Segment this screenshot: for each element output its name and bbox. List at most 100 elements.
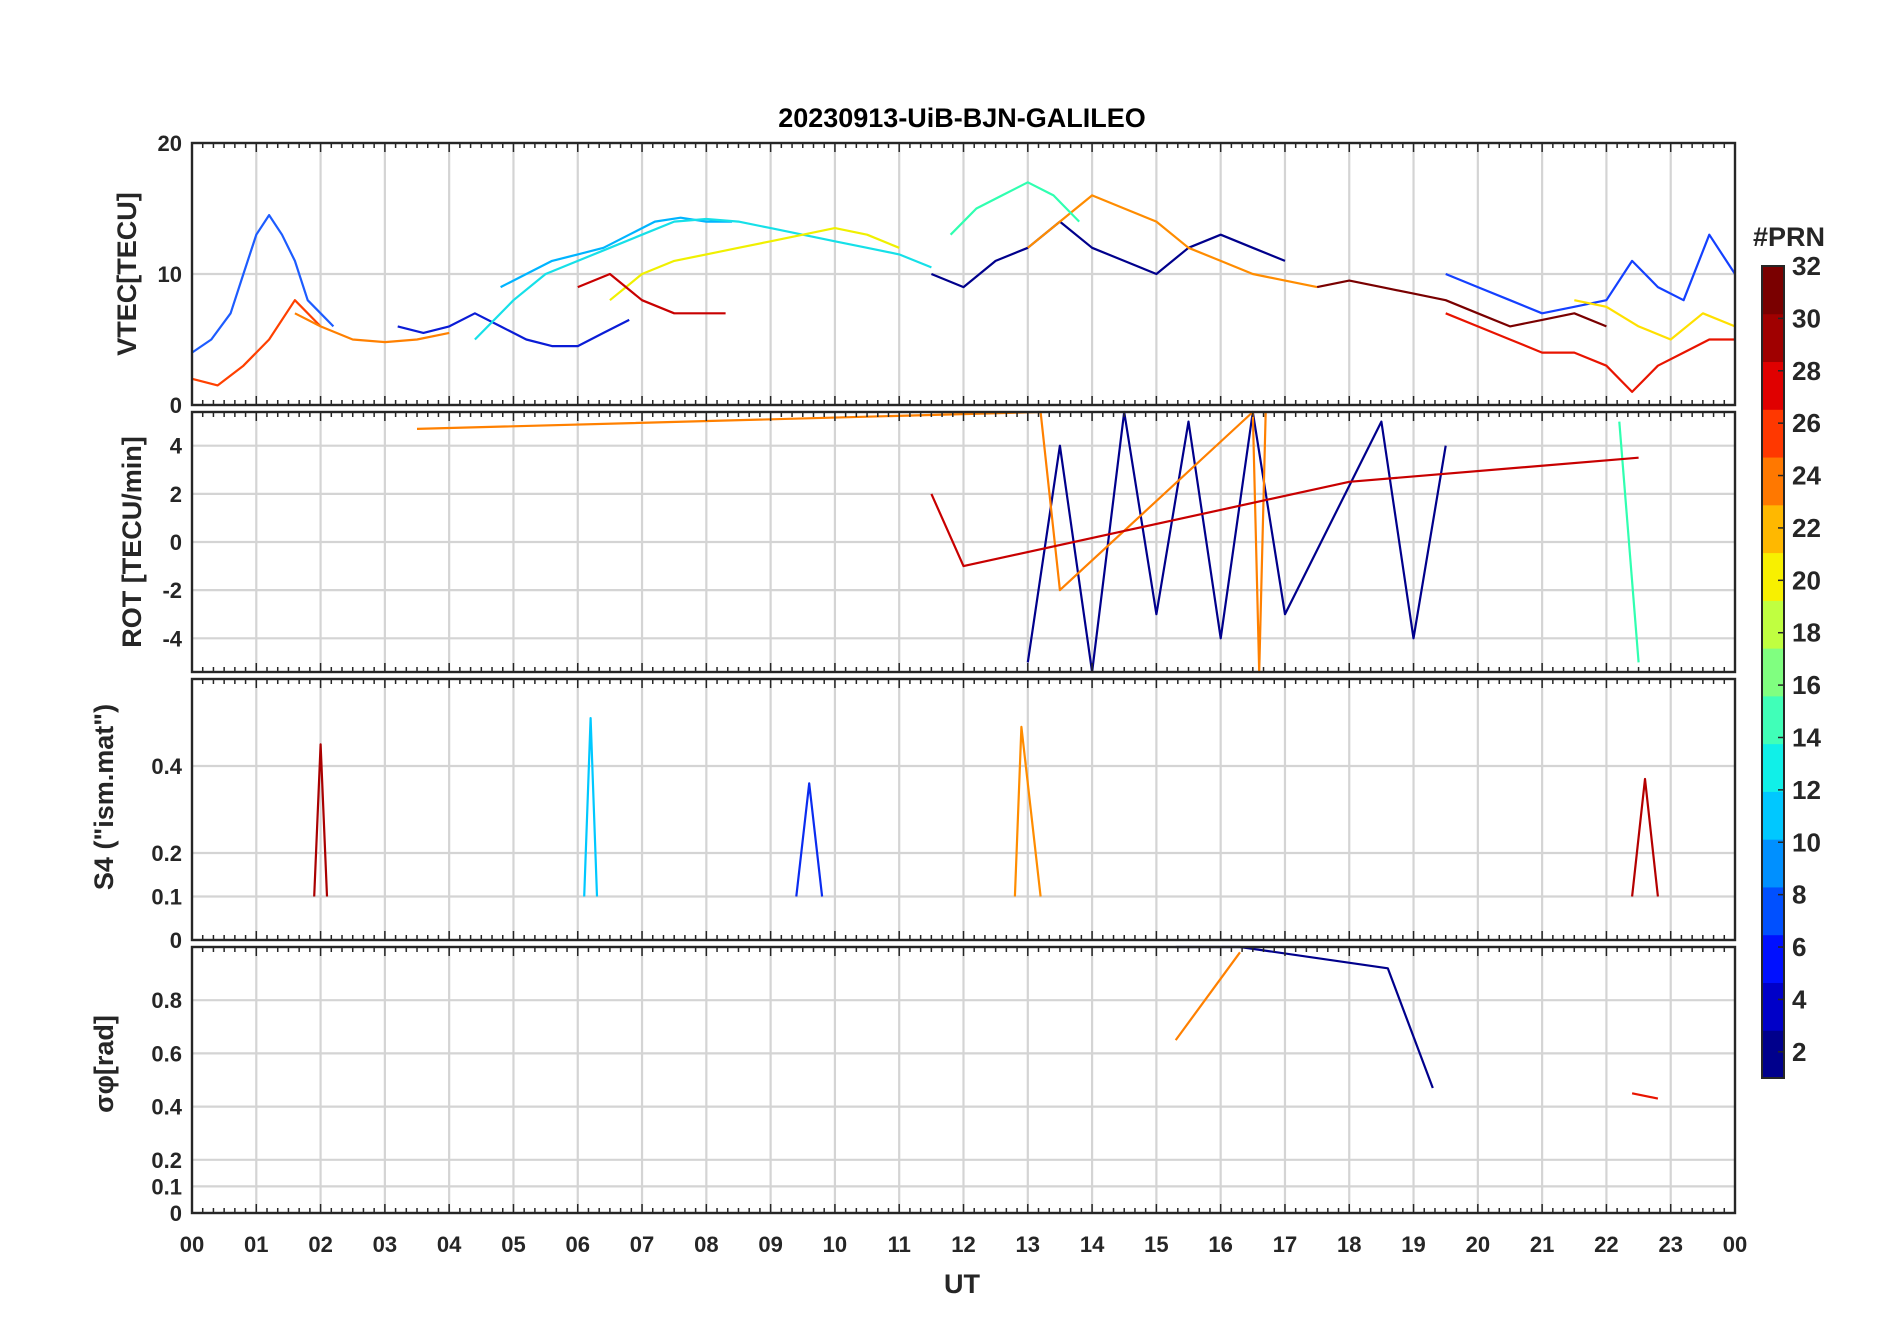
x-tick-label: 11 <box>888 1232 911 1257</box>
colorbar-tick-label: 28 <box>1792 356 1821 386</box>
colorbar-tick-label: 18 <box>1792 618 1821 648</box>
colorbar-segment <box>1762 743 1784 792</box>
x-tick-label: 12 <box>951 1232 975 1257</box>
rot-series-prn-24 <box>416 410 1267 674</box>
sigma_phi-ytick-label: 0.8 <box>151 988 182 1013</box>
rot-series-prn-2 <box>1026 410 1447 674</box>
x-tick-label: 14 <box>1080 1232 1105 1257</box>
x-tick-label: 17 <box>1273 1232 1297 1257</box>
s4-series-prn-11 <box>583 716 599 897</box>
chart-title: 20230913-UiB-BJN-GALILEO <box>778 103 1146 133</box>
s4-series-prn-23 <box>1013 725 1042 897</box>
rot-ytick-label: 2 <box>170 482 182 507</box>
colorbar-segment <box>1762 409 1784 458</box>
vtec-panel: 0 10 20 <box>158 131 1737 418</box>
colorbar-tick-label: 20 <box>1792 565 1821 595</box>
sigma-phi-ylabel: σφ[rad] <box>89 1015 119 1113</box>
x-tick-label: 05 <box>501 1232 525 1257</box>
x-tick-label: 01 <box>244 1232 268 1257</box>
x-axis-label: UT <box>944 1269 980 1299</box>
colorbar-segment <box>1762 648 1784 697</box>
colorbar-segment <box>1762 313 1784 363</box>
x-tick-label: 04 <box>437 1232 462 1257</box>
vtec-series-prn-19 <box>1574 299 1736 341</box>
sigma_phi-frame <box>190 945 1737 1215</box>
vtec-frame <box>190 141 1737 407</box>
x-tick-label: 00 <box>1723 1232 1747 1257</box>
x-tick-label: 08 <box>694 1232 718 1257</box>
sigma_phi-series-prn-24 <box>1174 951 1241 1041</box>
sigma_phi-series-prn-27 <box>1631 1092 1659 1100</box>
x-tick-label: 15 <box>1144 1232 1168 1257</box>
x-tick-label: 13 <box>1016 1232 1040 1257</box>
colorbar-segment <box>1762 791 1784 840</box>
x-tick-label: 19 <box>1401 1232 1425 1257</box>
sigma_phi-ytick-label: 0.4 <box>151 1095 182 1120</box>
colorbar-segment <box>1762 982 1784 1031</box>
s4-series-prn-4 <box>795 782 824 897</box>
rot-series-prn-29 <box>930 456 1639 568</box>
x-tick-label: 21 <box>1530 1232 1554 1257</box>
s4-ytick-label: 0.2 <box>151 841 182 866</box>
rot-series-prn-14 <box>1618 421 1640 663</box>
colorbar-segment <box>1762 552 1784 601</box>
s4-ytick-label: 0.1 <box>151 885 182 910</box>
s4-frame <box>190 677 1737 942</box>
vtec-series-prn-32 <box>1316 279 1607 328</box>
x-tick-label: 06 <box>566 1232 590 1257</box>
colorbar-segment <box>1762 504 1784 554</box>
vtec-series-prn-20 <box>609 227 900 302</box>
sigma_phi-ytick-label: 0.6 <box>151 1041 182 1066</box>
colorbar-tick-label: 22 <box>1792 513 1821 543</box>
s4-series-prn-30 <box>313 743 329 897</box>
vtec-series-prn-24 <box>294 312 450 344</box>
x-tick-label: 00 <box>180 1232 204 1257</box>
x-tick-label: 03 <box>373 1232 397 1257</box>
vtec-series-prn-5 <box>191 214 335 354</box>
colorbar-segment <box>1762 695 1784 745</box>
s4-ylabel: S4 ("ism.mat") <box>89 704 119 890</box>
rot-ytick-label: -4 <box>162 626 182 651</box>
vtec-series-prn-6 <box>1445 233 1736 315</box>
s4-ytick-label: 0.4 <box>151 754 182 779</box>
colorbar-segment <box>1762 361 1784 410</box>
colorbar-tick-label: 32 <box>1792 251 1821 281</box>
x-tick-label: 09 <box>758 1232 782 1257</box>
s4-series-prn-31 <box>1631 777 1659 897</box>
vtec-series-prn-23 <box>1027 194 1318 289</box>
sigma_phi-ytick-label: 0.1 <box>151 1174 182 1199</box>
colorbar-tick-label: 14 <box>1792 722 1821 752</box>
colorbar-tick-label: 6 <box>1792 932 1806 962</box>
vtec-series-prn-2 <box>930 220 1286 289</box>
colorbar-tick-label: 2 <box>1792 1037 1806 1067</box>
x-tick-label: 02 <box>308 1232 332 1257</box>
sigma_phi-ytick-label: 0 <box>170 1201 182 1226</box>
rot-panel: -4 -2 0 2 4 <box>162 410 1737 674</box>
colorbar-tick-label: 4 <box>1792 984 1807 1014</box>
vtec-series-prn-27 <box>1445 312 1735 393</box>
rot-ylabel: ROT [TECU/min] <box>117 436 147 647</box>
colorbar-segment <box>1762 886 1784 936</box>
colorbar-tick-label: 24 <box>1792 461 1821 491</box>
vtec-series-prn-26 <box>191 299 322 387</box>
x-tick-label: 10 <box>823 1232 847 1257</box>
vtec-ytick-label: 10 <box>158 262 182 287</box>
vtec-series-prn-29 <box>577 272 726 315</box>
colorbar-tick-label: 8 <box>1792 880 1806 910</box>
colorbar-tick-label: 26 <box>1792 408 1821 438</box>
colorbar-segment <box>1762 934 1784 983</box>
colorbar-tick-label: 12 <box>1792 775 1821 805</box>
vtec-series-prn-3 <box>397 312 630 348</box>
colorbar-tick-label: 30 <box>1792 303 1821 333</box>
colorbar-tick-label: 16 <box>1792 670 1821 700</box>
colorbar-segment <box>1762 266 1784 315</box>
colorbar-segment <box>1762 600 1784 649</box>
colorbar-segment <box>1762 839 1784 888</box>
rot-ytick-label: 0 <box>170 530 182 555</box>
sigma_phi-ytick-label: 0.2 <box>151 1148 182 1173</box>
rot-ytick-label: -2 <box>162 578 182 603</box>
x-tick-label: 18 <box>1337 1232 1361 1257</box>
s4-panel: 0 0.1 0.2 0.4 <box>151 677 1737 953</box>
x-tick-label: 22 <box>1594 1232 1618 1257</box>
